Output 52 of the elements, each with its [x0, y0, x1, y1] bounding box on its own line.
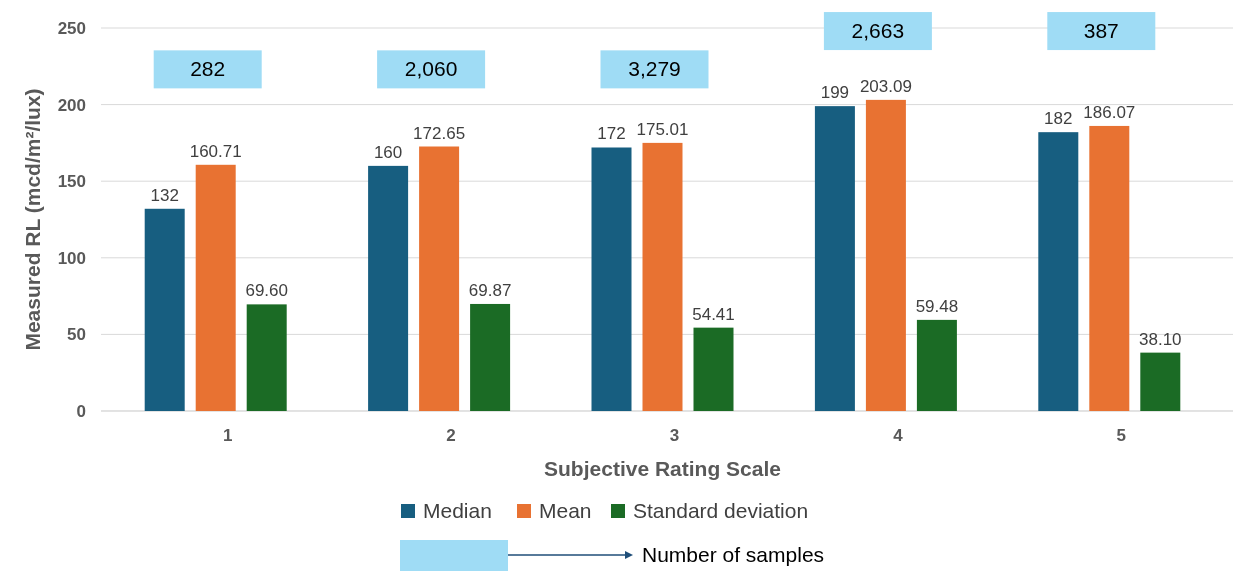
x-tick-label: 1	[222, 426, 233, 445]
data-label: 69.60	[245, 281, 288, 301]
bar	[470, 303, 511, 411]
legend-label: Median	[423, 499, 492, 522]
data-label: 186.07	[1083, 102, 1136, 122]
y-tick-label: 0	[76, 402, 86, 421]
y-tick-label: 250	[57, 19, 86, 38]
data-label: 160.71	[189, 141, 242, 161]
data-label: 132	[150, 185, 179, 205]
bar	[916, 319, 957, 411]
data-label: 59.48	[915, 296, 959, 316]
bar	[195, 164, 236, 411]
data-label: 54.41	[692, 304, 735, 324]
data-label: 172.65	[413, 123, 466, 143]
bar	[814, 106, 855, 411]
annotation: 282	[190, 57, 226, 81]
data-label: 38.10	[1139, 329, 1182, 349]
y-tick-label: 100	[57, 248, 86, 268]
bar	[246, 304, 287, 411]
data-label: 175.01	[636, 119, 689, 139]
text: Number of samples	[642, 543, 825, 566]
bar	[591, 147, 632, 411]
annotation: 3,279	[628, 57, 681, 81]
annotation: 387	[1083, 19, 1119, 43]
x-tick-label: 2	[446, 426, 456, 445]
data-label: 69.87	[468, 280, 512, 300]
bar	[865, 99, 906, 411]
x-tick-label: 5	[1116, 426, 1127, 445]
bar	[1089, 125, 1130, 411]
y-axis-title: Measured RL (mcd/m²/lux)	[21, 88, 44, 351]
annotation: 2,663	[851, 19, 905, 43]
bar	[144, 208, 185, 411]
data-label: 160	[373, 142, 403, 162]
legend-label: Standard deviation	[633, 499, 809, 522]
bar	[693, 327, 734, 411]
x-tick-label: 4	[893, 426, 904, 445]
x-tick-label: 3	[669, 426, 680, 445]
y-tick-label: 150	[57, 172, 86, 192]
bar	[1140, 352, 1181, 411]
data-label: 182	[1044, 109, 1073, 129]
x-axis-title: Subjective Rating Scale	[544, 457, 781, 480]
annotation: 2,060	[404, 57, 458, 81]
data-label: 203.09	[859, 76, 912, 96]
bar	[1038, 132, 1079, 411]
y-tick-label: 50	[67, 325, 86, 345]
y-tick-label: 200	[57, 95, 86, 115]
data-label: 199	[820, 83, 850, 103]
bar	[642, 142, 683, 411]
bar	[368, 165, 409, 411]
bar	[419, 146, 460, 411]
legend-label: Mean	[539, 499, 592, 522]
data-label: 172	[597, 124, 626, 144]
